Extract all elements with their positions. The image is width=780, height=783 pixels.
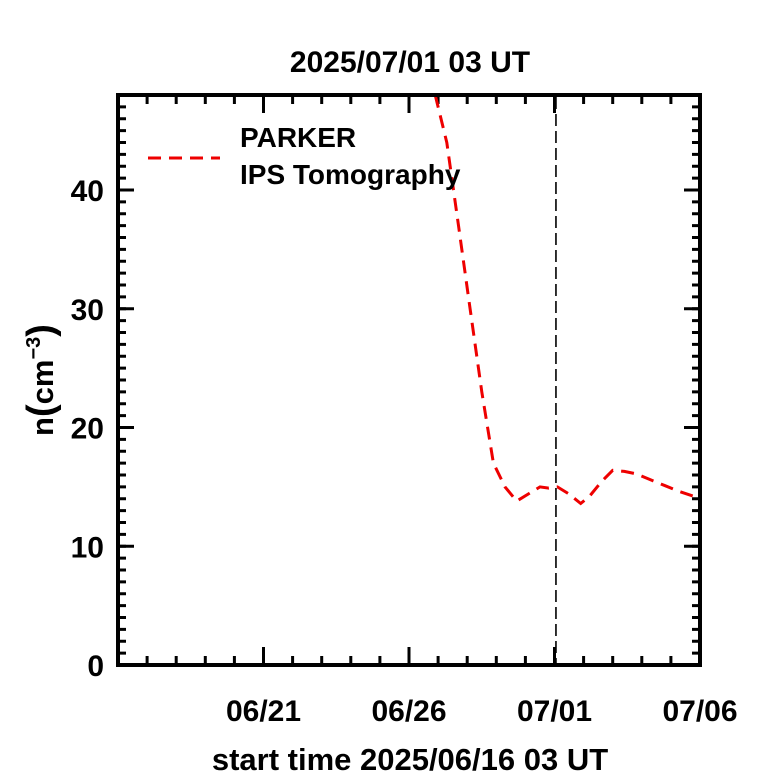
- y-axis-label-unit: cm: [25, 360, 60, 405]
- y-tick-label: 20: [71, 413, 104, 446]
- legend: PARKER IPS Tomography: [148, 122, 461, 190]
- y-tick-label: 10: [71, 531, 104, 564]
- svg-text:n(cm−3): n(cm−3): [20, 324, 62, 436]
- y-tick-label: 0: [87, 650, 104, 683]
- tick-labels: 06/21 06/26 07/01 07/06 0 10 20 30 40: [71, 175, 738, 728]
- x-tick-label: 06/21: [226, 695, 301, 728]
- chart-title: 2025/07/01 03 UT: [290, 46, 530, 79]
- y-tick-label: 30: [71, 294, 104, 327]
- x-tick-label: 06/26: [371, 695, 446, 728]
- x-axis-label: start time 2025/06/16 03 UT: [212, 742, 608, 777]
- series-line-parker-ips: [433, 94, 695, 506]
- y-axis-label-main: n: [25, 417, 60, 436]
- y-tick-label: 40: [71, 175, 104, 208]
- legend-label-line2: IPS Tomography: [240, 159, 461, 190]
- legend-label-line1: PARKER: [240, 122, 356, 153]
- x-tick-label: 07/06: [662, 695, 737, 728]
- y-axis-label-paren-open: (: [20, 404, 62, 417]
- x-tick-label: 07/01: [517, 695, 592, 728]
- y-axis-label: n(cm−3): [20, 324, 62, 436]
- plot-frame: [116, 93, 702, 667]
- y-axis-label-paren-close: ): [20, 324, 62, 337]
- y-axis-label-exponent: −3: [23, 337, 45, 360]
